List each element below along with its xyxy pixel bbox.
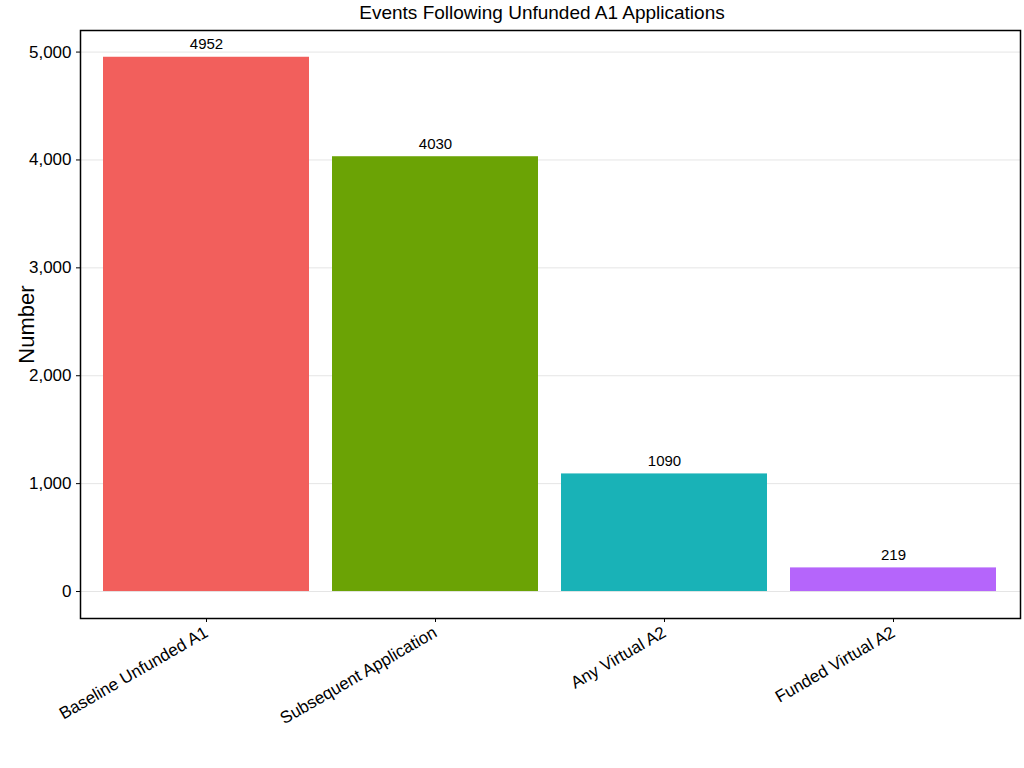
svg-text:219: 219	[881, 546, 906, 563]
svg-text:Subsequent Application: Subsequent Application	[277, 623, 440, 728]
svg-text:4,000: 4,000	[29, 150, 72, 169]
svg-text:5,000: 5,000	[29, 43, 72, 62]
svg-text:Any Virtual A2: Any Virtual A2	[568, 623, 670, 693]
svg-text:3,000: 3,000	[29, 258, 72, 277]
svg-text:1090: 1090	[648, 452, 681, 469]
svg-text:4030: 4030	[419, 135, 452, 152]
svg-text:Baseline Unfunded A1: Baseline Unfunded A1	[56, 623, 211, 724]
svg-text:1,000: 1,000	[29, 474, 72, 493]
svg-text:Funded Virtual A2: Funded Virtual A2	[772, 623, 898, 707]
html-text:Events Following Unfunded A1 A: Events Following Unfunded A1 Application…	[359, 2, 725, 23]
svg-text:Number: Number	[14, 285, 39, 363]
svg-text:4952: 4952	[190, 35, 223, 52]
svg-text:2,000: 2,000	[29, 366, 72, 385]
svg-text:0: 0	[62, 582, 71, 601]
